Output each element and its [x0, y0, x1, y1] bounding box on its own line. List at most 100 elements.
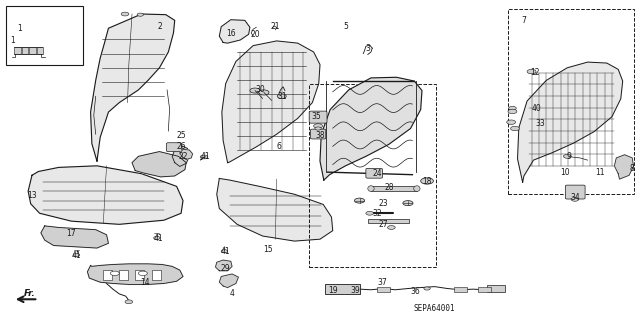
Bar [29, 47, 36, 54]
Text: 41: 41 [72, 251, 81, 260]
Polygon shape [132, 152, 186, 177]
Text: 12: 12 [531, 68, 540, 77]
Text: 11: 11 [596, 168, 605, 177]
Bar [103, 270, 112, 280]
FancyBboxPatch shape [310, 129, 326, 139]
Circle shape [314, 124, 323, 128]
Circle shape [403, 201, 413, 206]
Circle shape [74, 253, 80, 256]
Text: SEPA64001: SEPA64001 [414, 304, 456, 313]
Circle shape [388, 226, 395, 229]
Circle shape [527, 69, 536, 74]
Text: 34: 34 [570, 193, 580, 202]
Text: 14: 14 [141, 278, 150, 287]
Text: 32: 32 [372, 209, 382, 218]
Polygon shape [320, 77, 422, 180]
Text: 30: 30 [255, 85, 265, 94]
FancyBboxPatch shape [366, 168, 383, 178]
Text: 41: 41 [221, 247, 230, 256]
Circle shape [571, 197, 579, 201]
Text: 23: 23 [379, 199, 388, 208]
Text: 2: 2 [157, 22, 162, 31]
Text: 27: 27 [379, 220, 388, 229]
Polygon shape [180, 149, 193, 160]
Text: 4: 4 [230, 289, 234, 298]
Text: 35: 35 [311, 112, 321, 121]
Circle shape [250, 88, 260, 93]
Bar [14, 47, 20, 54]
Text: 9: 9 [566, 152, 571, 161]
Bar [118, 270, 127, 280]
FancyBboxPatch shape [309, 111, 327, 123]
Circle shape [125, 300, 132, 304]
Polygon shape [88, 264, 183, 285]
Ellipse shape [413, 186, 420, 191]
Polygon shape [614, 155, 634, 179]
Text: 19: 19 [328, 286, 337, 295]
Text: 3: 3 [365, 44, 370, 53]
Circle shape [110, 271, 119, 276]
Text: 26: 26 [176, 142, 186, 151]
Text: 17: 17 [67, 229, 76, 238]
Text: 41: 41 [200, 152, 210, 161]
Bar [508, 9, 634, 194]
Text: 21: 21 [271, 22, 280, 31]
Text: 8: 8 [630, 165, 635, 174]
Text: 10: 10 [560, 168, 570, 177]
Circle shape [138, 271, 147, 276]
Text: 41: 41 [154, 234, 163, 243]
FancyBboxPatch shape [565, 185, 585, 199]
Polygon shape [518, 62, 623, 182]
Text: 40: 40 [532, 104, 541, 113]
Polygon shape [91, 14, 175, 161]
Bar [22, 47, 28, 54]
Circle shape [420, 178, 433, 184]
Bar [152, 270, 161, 280]
Text: Fr.: Fr. [24, 289, 36, 298]
Polygon shape [222, 41, 320, 163]
Text: 33: 33 [535, 119, 545, 128]
Ellipse shape [368, 186, 374, 191]
Text: 1: 1 [10, 36, 15, 45]
Text: 38: 38 [315, 131, 325, 140]
Polygon shape [41, 226, 108, 248]
Bar [325, 285, 360, 294]
Bar [368, 219, 409, 223]
Text: 6: 6 [276, 142, 281, 151]
Bar [6, 6, 83, 65]
Circle shape [507, 120, 516, 124]
Circle shape [137, 13, 143, 16]
Text: 20: 20 [250, 30, 260, 39]
Text: 39: 39 [350, 286, 360, 295]
Circle shape [154, 236, 160, 240]
Circle shape [121, 12, 129, 16]
Bar [454, 286, 467, 292]
Bar [478, 287, 491, 292]
Circle shape [259, 90, 269, 95]
Circle shape [511, 126, 520, 131]
Polygon shape [216, 260, 232, 271]
Circle shape [355, 198, 365, 203]
Polygon shape [172, 146, 189, 167]
Polygon shape [28, 166, 183, 224]
Text: 16: 16 [226, 28, 236, 38]
Text: 22: 22 [179, 152, 188, 161]
Text: 18: 18 [422, 177, 432, 186]
Bar [308, 84, 436, 267]
Text: 13: 13 [27, 191, 36, 200]
Bar [135, 270, 144, 280]
FancyBboxPatch shape [166, 143, 182, 152]
Text: 1: 1 [17, 24, 22, 33]
Text: 29: 29 [221, 264, 230, 273]
Circle shape [200, 155, 208, 159]
Polygon shape [220, 274, 239, 287]
Text: 36: 36 [411, 287, 420, 296]
Circle shape [563, 154, 571, 158]
Text: 31: 31 [277, 92, 287, 101]
Bar [487, 285, 505, 292]
Text: 25: 25 [176, 131, 186, 140]
Circle shape [366, 211, 374, 215]
Text: 37: 37 [378, 278, 387, 287]
Text: 24: 24 [372, 169, 382, 178]
Polygon shape [217, 178, 333, 241]
